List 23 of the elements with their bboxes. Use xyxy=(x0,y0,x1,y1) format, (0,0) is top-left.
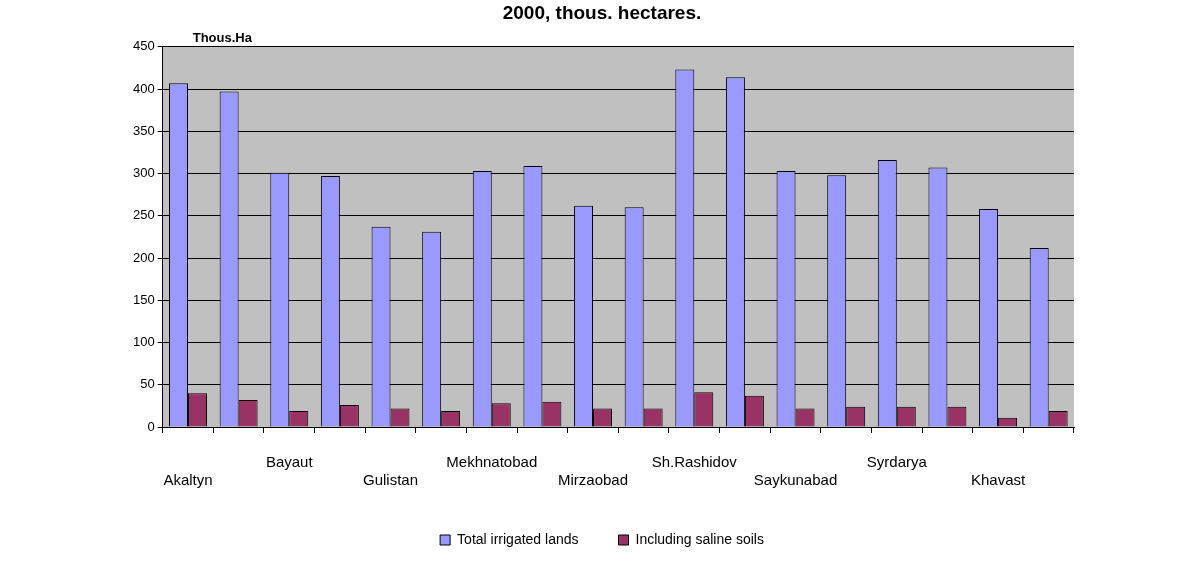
chart-title: 2000, thous. hectares. xyxy=(502,1,702,23)
y-tick-label: 50 xyxy=(140,376,155,392)
legend-label: Total irrigated lands xyxy=(457,530,579,547)
y-tick-label: 450 xyxy=(132,38,155,54)
x-tick-label: Gulistan xyxy=(363,471,419,489)
y-tick-label: 400 xyxy=(132,80,155,96)
x-tick-label: Mekhnatobad xyxy=(446,453,538,471)
x-tick-label: Bayaut xyxy=(265,453,314,471)
y-tick-label: 300 xyxy=(132,165,155,181)
x-tick-label: Khavast xyxy=(970,471,1026,489)
y-axis-title: Thous.Ha xyxy=(192,29,253,45)
legend-label: Including saline soils xyxy=(635,530,764,547)
y-tick-label: 0 xyxy=(147,418,155,434)
x-tick-label: Mirzaobad xyxy=(558,471,629,489)
y-tick-label: 100 xyxy=(132,334,155,350)
x-tick-label: Saykunabad xyxy=(753,471,838,489)
x-tick-label: Sh.Rashidov xyxy=(651,453,738,471)
x-tick-label: Syrdarya xyxy=(866,453,928,471)
y-tick-label: 250 xyxy=(132,207,155,223)
y-tick-label: 350 xyxy=(132,122,155,138)
y-tick-label: 150 xyxy=(132,291,155,307)
y-tick-label: 200 xyxy=(132,249,155,265)
x-tick-label: Akaltyn xyxy=(163,471,213,489)
